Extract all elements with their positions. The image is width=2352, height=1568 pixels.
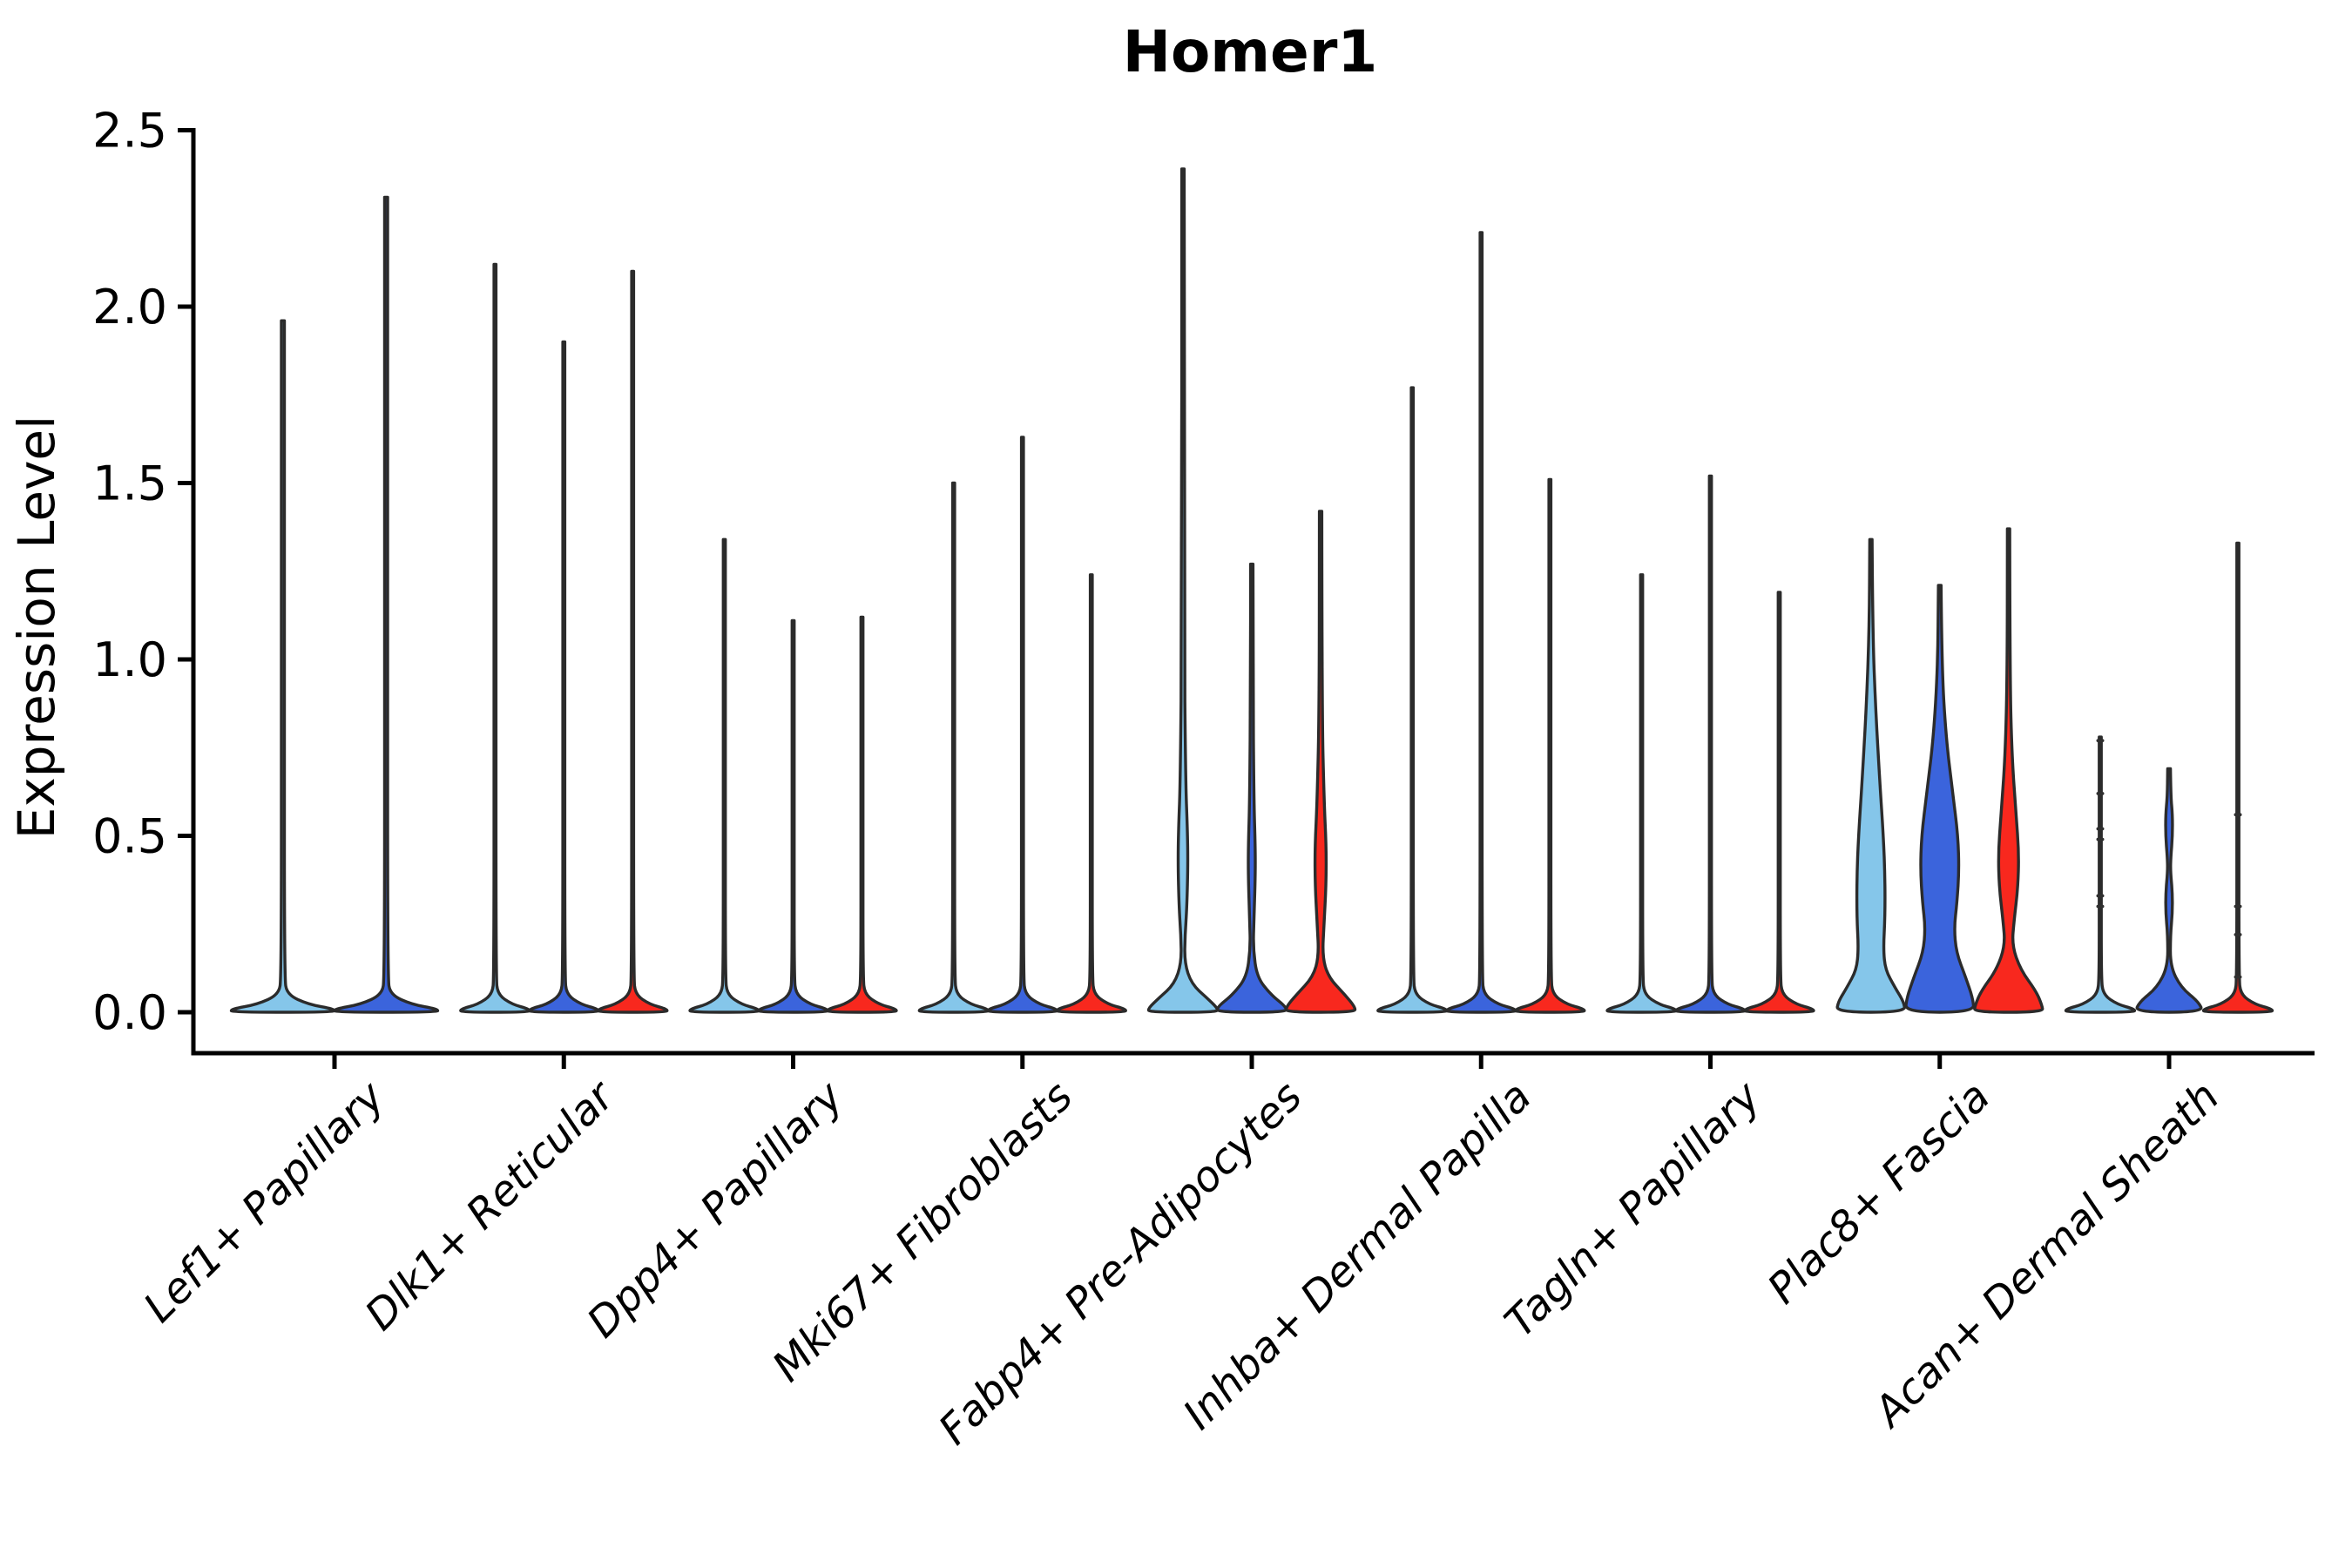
- violin-lef1-papillary-split1: [229, 319, 336, 1014]
- y-tick-label: 0.0: [92, 985, 167, 1040]
- violin-group-dpp4-papillary: [688, 537, 898, 1014]
- cell-point-mark: [2096, 904, 2105, 909]
- violin-group-mki67-fibroblasts: [917, 436, 1127, 1014]
- violin-layer: [229, 167, 2274, 1014]
- violin-dpp4-papillary-split1: [688, 537, 760, 1014]
- violin-tagln-papillary-split2: [1674, 474, 1747, 1014]
- violin-dlk1-reticular-split2: [528, 340, 600, 1014]
- violin-fabp4-pre-adipocytes-split1: [1146, 167, 1220, 1014]
- violin-dpp4-papillary-split2: [757, 618, 829, 1014]
- violin-inhba-dermal-papilla-split1: [1376, 386, 1449, 1014]
- y-axis-label: Expression Level: [7, 416, 66, 839]
- cell-point-mark: [2234, 904, 2242, 909]
- cell-point-mark: [2234, 975, 2242, 979]
- violin-dlk1-reticular-split1: [459, 262, 531, 1014]
- cell-point-mark: [2234, 933, 2242, 936]
- y-tick-label: 1.0: [92, 632, 167, 687]
- violin-group-lef1-papillary: [229, 195, 440, 1014]
- cell-point-mark: [2234, 813, 2242, 816]
- violin-inhba-dermal-papilla-split3: [1514, 477, 1586, 1014]
- cell-point-mark: [2096, 739, 2105, 742]
- violin-dlk1-reticular-split3: [597, 269, 669, 1014]
- violin-plac8-fascia-split1: [1835, 537, 1906, 1014]
- cell-point-mark: [2096, 894, 2105, 898]
- violin-acan-dermal-sheath-split1: [2064, 735, 2137, 1014]
- violin-plac8-fascia-split2: [1904, 584, 1976, 1014]
- cell-point-mark: [2096, 792, 2105, 795]
- violin-mki67-fibroblasts-split1: [917, 481, 990, 1014]
- violin-group-fabp4-pre-adipocytes: [1146, 167, 1357, 1014]
- y-tick-label: 2.5: [92, 104, 167, 159]
- violin-tagln-papillary-split1: [1605, 573, 1678, 1014]
- violin-dpp4-papillary-split3: [826, 615, 898, 1014]
- y-tick-label: 0.5: [92, 809, 167, 864]
- violin-mki67-fibroblasts-split3: [1055, 573, 1127, 1014]
- violin-plac8-fascia-split3: [1973, 527, 2044, 1014]
- y-tick-label: 2.0: [92, 280, 167, 335]
- axes-layer: 0.0 0.5 1.0 1.5 2.0 2.5: [92, 104, 2315, 1069]
- violin-inhba-dermal-papilla-split2: [1445, 231, 1517, 1014]
- cell-point-mark: [2096, 827, 2105, 831]
- violin-fabp4-pre-adipocytes-split2: [1215, 562, 1288, 1014]
- violin-tagln-papillary-split3: [1743, 591, 1815, 1014]
- y-tick-label: 1.5: [92, 456, 167, 511]
- violin-acan-dermal-sheath-split3: [2201, 541, 2274, 1014]
- violin-group-dlk1-reticular: [459, 262, 669, 1014]
- violin-group-inhba-dermal-papilla: [1376, 231, 1586, 1014]
- violin-group-acan-dermal-sheath: [2064, 541, 2274, 1014]
- violin-group-plac8-fascia: [1835, 527, 2044, 1014]
- cell-point-mark: [2096, 837, 2105, 841]
- violin-lef1-papillary-split2: [333, 195, 440, 1014]
- violin-mki67-fibroblasts-split2: [986, 436, 1058, 1014]
- violin-fabp4-pre-adipocytes-split3: [1284, 510, 1357, 1014]
- chart-title: Homer1: [1123, 18, 1378, 85]
- violin-acan-dermal-sheath-split2: [2135, 767, 2203, 1014]
- violin-group-tagln-papillary: [1605, 474, 1815, 1014]
